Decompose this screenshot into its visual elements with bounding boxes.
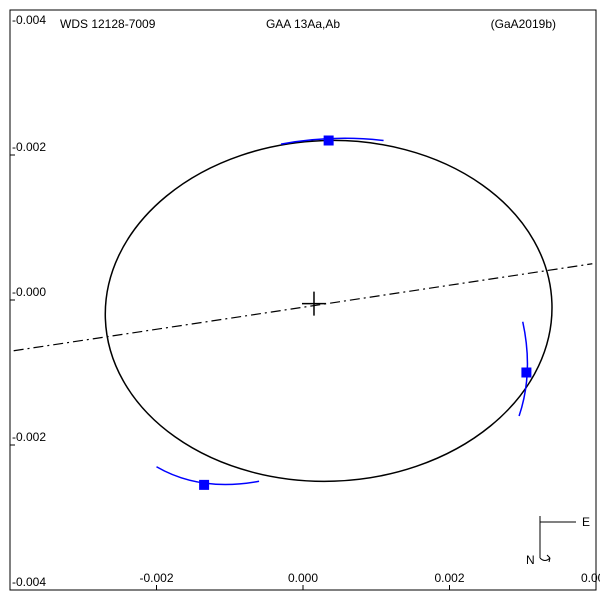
xtick-label: 0.002 — [434, 571, 464, 585]
ytick-label: -0.002 — [12, 430, 46, 444]
background — [0, 0, 600, 600]
header-right: (GaA2019b) — [491, 17, 556, 31]
ytick-label: -0.002 — [12, 140, 46, 154]
header-left: WDS 12128-7009 — [60, 17, 156, 31]
ytick-label: -0.004 — [12, 13, 46, 27]
compass-e-label: E — [582, 515, 590, 529]
data-marker — [324, 136, 334, 146]
ytick-label: -0.004 — [12, 575, 46, 589]
xtick-label: 0.000 — [288, 571, 318, 585]
xtick-label: -0.002 — [139, 571, 173, 585]
compass-n-label: N — [526, 553, 535, 567]
ytick-label: -0.000 — [12, 285, 46, 299]
header-center: GAA 13Aa,Ab — [266, 17, 340, 31]
data-marker — [521, 368, 531, 378]
data-marker — [199, 480, 209, 490]
xtick-label: 0.004 — [581, 571, 600, 585]
orbit-plot: -0.004 -0.002 -0.000 -0.002 -0.004 -0.002 0.00… — [0, 0, 600, 600]
